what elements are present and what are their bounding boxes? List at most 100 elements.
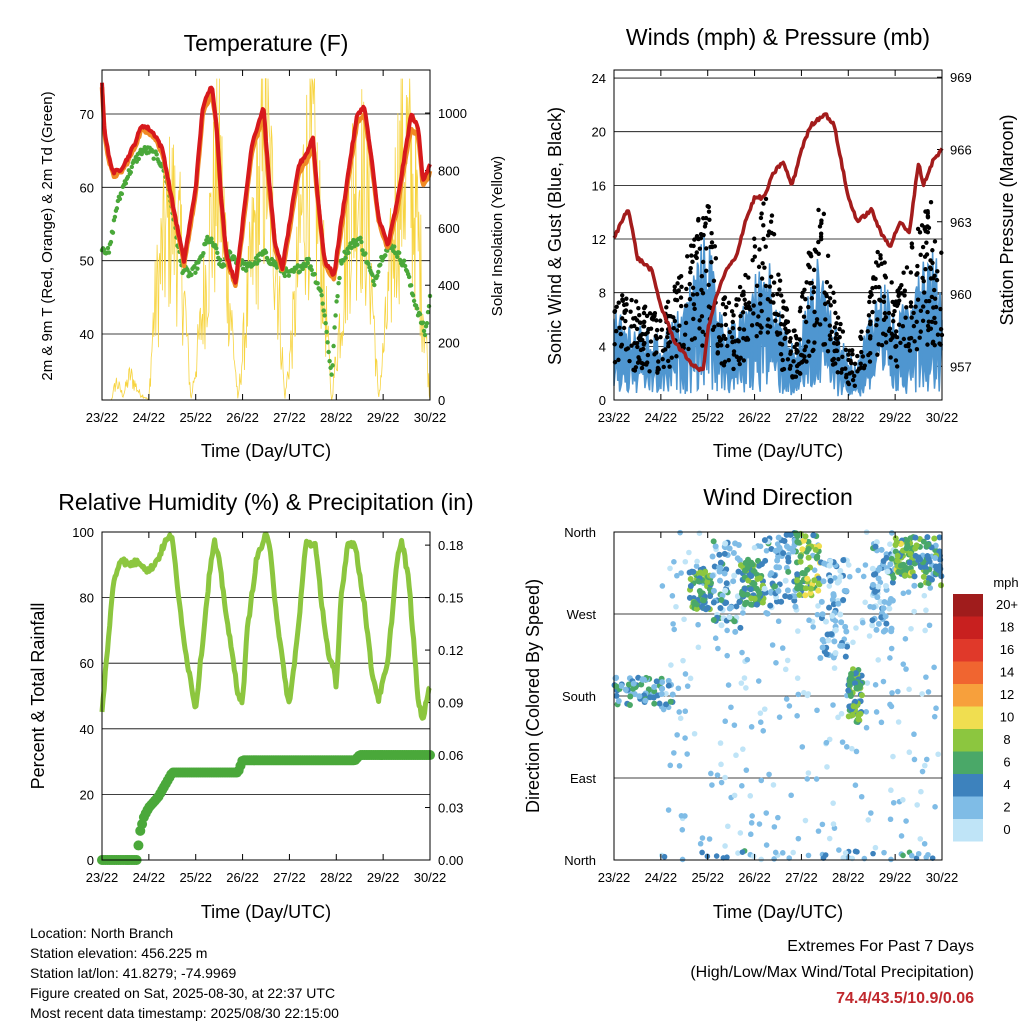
gust-point <box>856 366 862 372</box>
gust-point <box>749 323 755 328</box>
gust-point <box>791 359 796 364</box>
direction-point <box>889 579 896 586</box>
direction-point <box>778 598 785 605</box>
direction-point <box>758 777 765 784</box>
x-tick-label: 30/22 <box>414 410 447 425</box>
gust-point <box>779 293 784 298</box>
gust-point <box>736 297 741 302</box>
gust-point <box>873 260 879 265</box>
x-tick-label: 28/22 <box>832 870 865 885</box>
gust-point <box>925 309 930 315</box>
gust-point <box>710 327 716 332</box>
gust-point <box>816 239 821 245</box>
direction-point <box>795 835 802 842</box>
dewpoint-point <box>125 174 131 180</box>
colorbar-swatch <box>953 661 983 684</box>
dewpoint-point <box>315 281 320 286</box>
direction-point <box>932 555 939 562</box>
direction-point <box>757 543 764 550</box>
direction-point <box>749 561 756 568</box>
direction-point <box>907 550 914 557</box>
winds-title: Winds (mph) & Pressure (mb) <box>626 24 930 50</box>
gust-point <box>628 309 633 314</box>
direction-point <box>870 581 877 588</box>
y-tick-label: 20 <box>592 125 606 140</box>
gust-point <box>743 337 749 342</box>
gust-point <box>716 335 722 340</box>
gust-point <box>694 250 699 255</box>
direction-point <box>716 551 723 558</box>
solar-series <box>102 78 431 401</box>
direction-point <box>709 553 716 560</box>
gust-point <box>872 299 877 305</box>
gust-point <box>647 311 653 316</box>
x-tick-label: 26/22 <box>738 410 771 425</box>
direction-point <box>717 577 724 584</box>
gust-point <box>715 342 720 347</box>
x-tick-label: 23/22 <box>598 870 631 885</box>
gust-point <box>893 329 899 334</box>
gust-point <box>760 261 765 266</box>
direction-point <box>813 776 820 782</box>
gust-point <box>624 296 629 301</box>
direction-point <box>828 631 835 638</box>
direction-point <box>889 530 895 536</box>
direction-point <box>722 540 729 547</box>
gust-point <box>654 318 659 323</box>
gust-point <box>889 331 895 337</box>
direction-point <box>830 821 837 827</box>
direction-point <box>684 751 690 757</box>
direction-point <box>680 657 686 664</box>
direction-point <box>876 565 883 572</box>
direction-point <box>676 709 683 715</box>
direction-point <box>908 625 914 632</box>
dewpoint-point <box>154 152 159 157</box>
y-tick-label: 0 <box>599 393 606 408</box>
direction-point <box>921 592 928 599</box>
gust-point <box>754 333 759 339</box>
gust-point <box>926 327 931 333</box>
gust-point <box>765 330 771 335</box>
direction-point <box>801 689 807 696</box>
direction-point <box>772 849 779 856</box>
gust-point <box>697 246 703 251</box>
dewpoint-point <box>297 269 302 274</box>
gust-point <box>870 309 875 315</box>
gust-point <box>762 265 767 270</box>
direction-point <box>804 566 811 573</box>
direction-point <box>740 746 746 752</box>
direction-point <box>938 573 945 580</box>
gust-point <box>652 314 657 319</box>
colorbar-label: 14 <box>1000 665 1014 680</box>
gust-point <box>683 303 689 308</box>
gust-point <box>924 252 930 257</box>
gust-point <box>726 357 731 363</box>
direction-point <box>742 559 749 566</box>
direction-point <box>905 589 912 595</box>
direction-point <box>902 636 909 642</box>
gust-point <box>824 280 830 285</box>
direction-point <box>924 553 931 560</box>
direction-point <box>868 810 874 816</box>
gust-point <box>920 318 926 324</box>
direction-point <box>613 683 620 690</box>
gust-point <box>910 245 915 250</box>
direction-point <box>873 626 880 633</box>
gust-point <box>667 364 672 369</box>
y-tick-label: 24 <box>592 71 606 86</box>
gust-point <box>617 325 622 331</box>
direction-point <box>763 810 770 816</box>
direction-point <box>805 554 812 561</box>
direction-point <box>932 804 938 810</box>
gust-point <box>865 329 870 334</box>
gust-point <box>687 281 692 287</box>
direction-point <box>837 573 844 580</box>
dewpoint-point <box>320 301 325 306</box>
gust-point <box>632 340 637 346</box>
gust-point <box>784 329 790 334</box>
direction-point <box>780 550 787 557</box>
direction-point <box>733 603 740 610</box>
gust-point <box>827 333 833 338</box>
direction-point <box>917 582 924 589</box>
gust-point <box>902 293 907 298</box>
